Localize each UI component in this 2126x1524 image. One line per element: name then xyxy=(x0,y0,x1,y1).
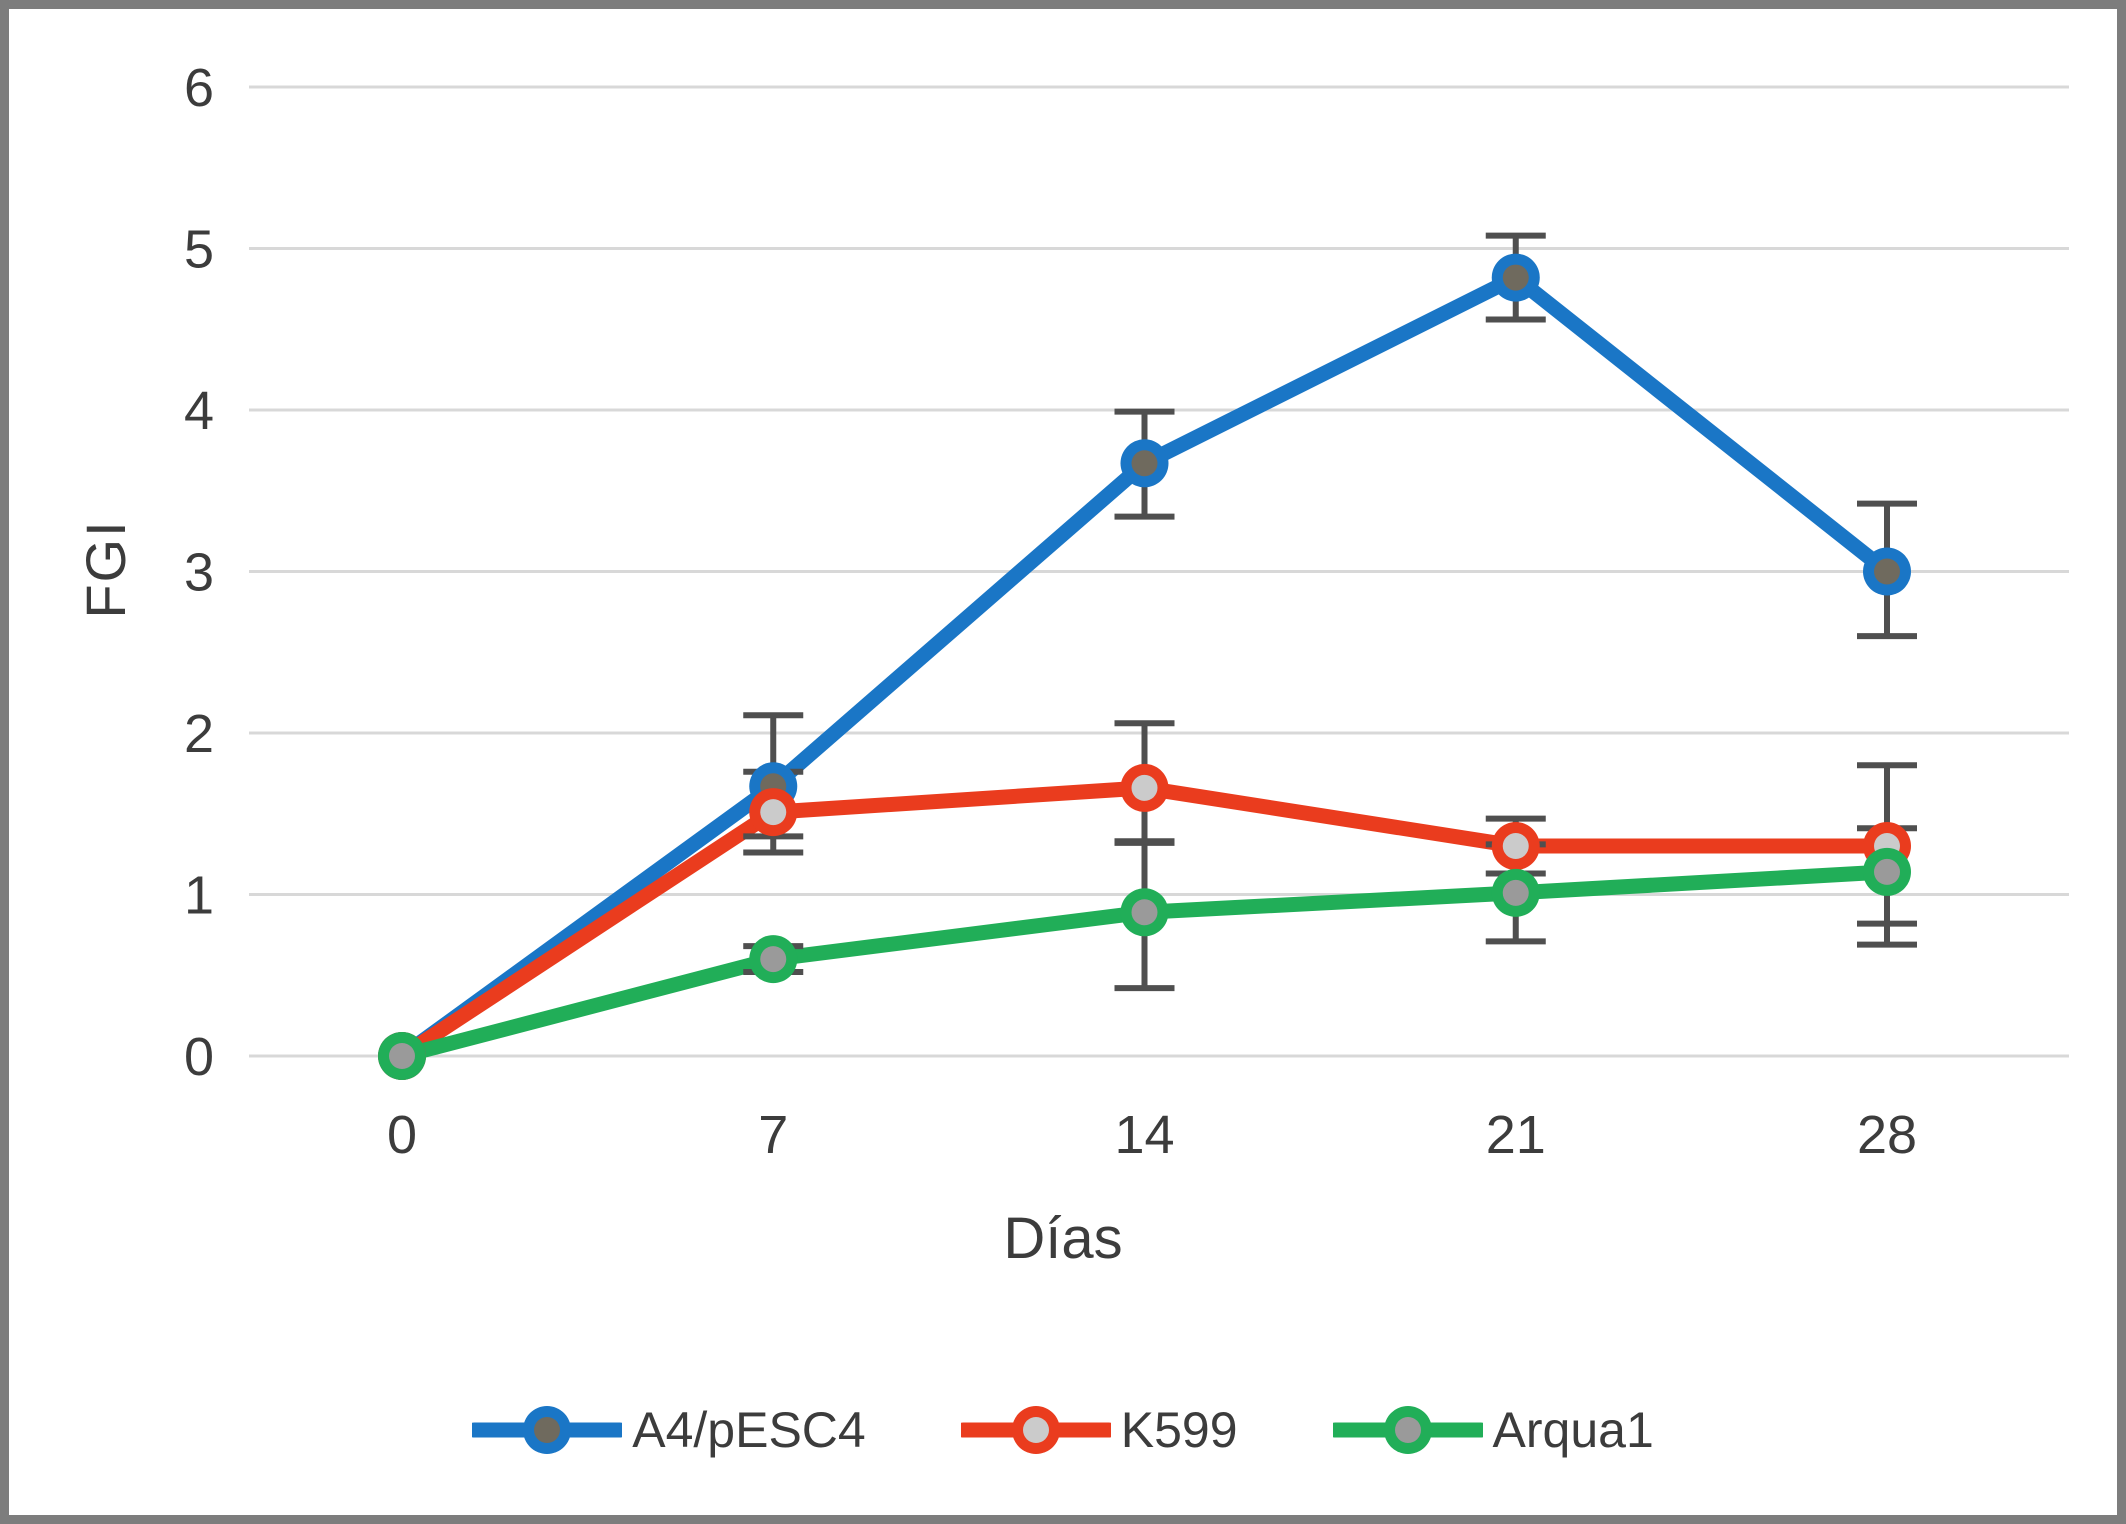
y-axis-title: FGI xyxy=(73,519,137,619)
chart-legend: A4/pESC4 K599 Arqua1 xyxy=(9,1401,2117,1459)
y-tick-label: 2 xyxy=(184,704,214,764)
legend-item-arqua1: Arqua1 xyxy=(1332,1401,1654,1459)
line-chart-canvas: 0 1 2 3 4 5 6 0 7 14 21 28 xyxy=(184,58,2069,1165)
data-point-marker-center xyxy=(760,799,787,826)
legend-marker-a4-pesc4-icon xyxy=(472,1406,623,1454)
error-bars-a4-pesc4 xyxy=(743,232,1917,840)
data-point-marker-center xyxy=(389,1043,415,1069)
data-point-marker-center xyxy=(1131,899,1158,926)
data-point-marker-center xyxy=(1874,858,1900,885)
data-point-marker-center xyxy=(1502,879,1529,906)
y-tick-label: 0 xyxy=(184,1027,214,1087)
data-point-marker-center xyxy=(1502,833,1529,860)
x-tick-label: 0 xyxy=(387,1105,417,1165)
data-point-marker-center xyxy=(1131,450,1158,477)
data-point-marker-center xyxy=(1131,774,1158,801)
legend-label-arqua1: Arqua1 xyxy=(1492,1402,1654,1458)
data-point-marker-center xyxy=(1502,264,1529,291)
x-tick-label: 28 xyxy=(1857,1105,1917,1165)
legend-label-a4-pesc4: A4/pESC4 xyxy=(632,1402,866,1458)
legend-item-a4-pesc4: A4/pESC4 xyxy=(472,1401,866,1459)
y-tick-label: 1 xyxy=(184,866,214,926)
y-tick-label: 3 xyxy=(184,543,214,603)
legend-item-k599: K599 xyxy=(960,1401,1238,1459)
legend-marker-arqua1-icon xyxy=(1332,1406,1483,1454)
y-tick-label: 6 xyxy=(184,58,214,118)
y-tick-label: 5 xyxy=(184,220,214,280)
x-tick-labels: 0 7 14 21 28 xyxy=(387,1105,1917,1165)
data-point-marker-center xyxy=(1874,558,1900,585)
data-point-marker-center xyxy=(760,946,787,973)
legend-label-k599: K599 xyxy=(1120,1402,1238,1458)
y-tick-label: 4 xyxy=(184,381,214,441)
legend-marker-k599-icon xyxy=(960,1406,1111,1454)
x-tick-label: 7 xyxy=(758,1105,788,1165)
x-tick-label: 21 xyxy=(1486,1105,1546,1165)
x-axis-title: Días xyxy=(1003,1206,1123,1271)
series-markers-arqua1 xyxy=(378,847,1911,1080)
y-tick-labels: 0 1 2 3 4 5 6 xyxy=(184,58,214,1087)
x-tick-label: 14 xyxy=(1114,1105,1174,1165)
